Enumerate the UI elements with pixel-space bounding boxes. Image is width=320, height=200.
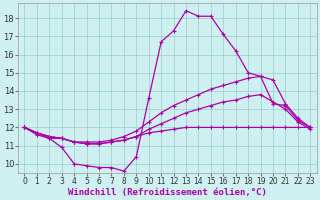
X-axis label: Windchill (Refroidissement éolien,°C): Windchill (Refroidissement éolien,°C) [68,188,267,197]
